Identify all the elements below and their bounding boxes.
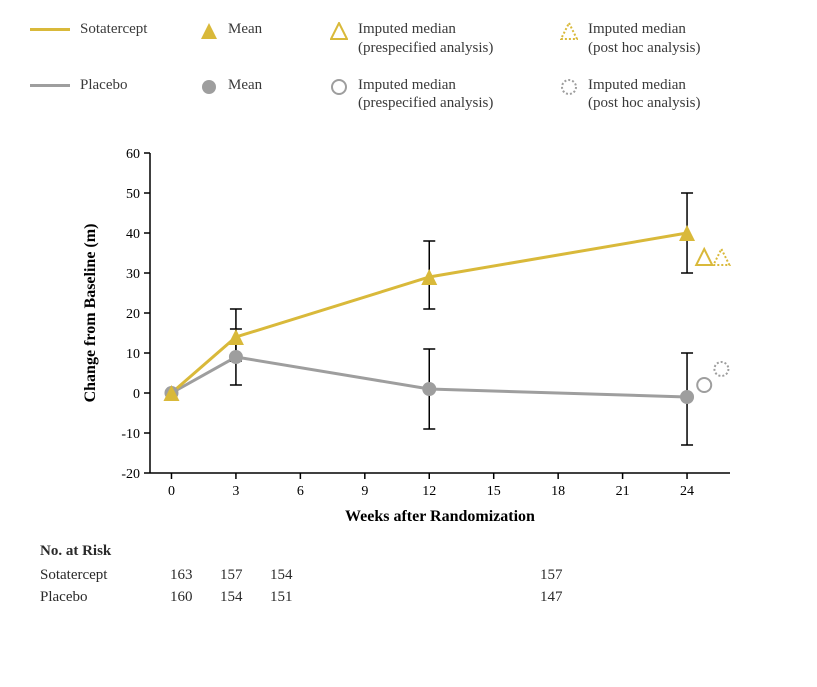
legend-imputed-prespecified: Imputed median (prespecified analysis) bbox=[330, 76, 550, 114]
svg-text:12: 12 bbox=[422, 484, 436, 499]
legend-imputed-posthoc: Imputed median (post hoc analysis) bbox=[560, 20, 780, 58]
at-risk-value: 157 bbox=[220, 567, 270, 584]
svg-text:Change from Baseline (m): Change from Baseline (m) bbox=[82, 224, 99, 403]
svg-text:0: 0 bbox=[168, 484, 175, 499]
svg-text:24: 24 bbox=[680, 484, 694, 499]
legend-imputed-label: Imputed median (post hoc analysis) bbox=[588, 76, 700, 114]
chart-container: -20 -10 0 10 20 30 40 50 60 0 3 6 9 12 15 18 21 24 Weeks a… bbox=[70, 143, 770, 523]
at-risk-value: 160 bbox=[170, 589, 220, 606]
svg-text:50: 50 bbox=[126, 187, 140, 202]
at-risk-value: 154 bbox=[270, 567, 540, 584]
legend-series: Placebo bbox=[30, 76, 190, 114]
legend-imputed-label: Imputed median (prespecified analysis) bbox=[358, 76, 493, 114]
at-risk-series-label: Sotatercept bbox=[40, 567, 170, 584]
svg-text:18: 18 bbox=[551, 484, 565, 499]
legend: Sotatercept Mean Imputed median (prespec… bbox=[30, 20, 787, 113]
svg-text:60: 60 bbox=[126, 147, 140, 162]
legend-mean: Mean bbox=[200, 76, 320, 114]
at-risk-value: 154 bbox=[220, 589, 270, 606]
svg-text:9: 9 bbox=[361, 484, 368, 499]
legend-mean-label: Mean bbox=[228, 20, 262, 39]
svg-text:0: 0 bbox=[133, 387, 140, 402]
at-risk-value: 163 bbox=[170, 567, 220, 584]
line-chart: -20 -10 0 10 20 30 40 50 60 0 3 6 9 12 15 18 21 24 Weeks a… bbox=[70, 143, 770, 523]
svg-text:-20: -20 bbox=[121, 467, 140, 482]
legend-imputed-posthoc: Imputed median (post hoc analysis) bbox=[560, 76, 780, 114]
at-risk-row: Placebo160154151147 bbox=[40, 586, 787, 608]
at-risk-value: 147 bbox=[540, 589, 770, 606]
legend-imputed-label: Imputed median (prespecified analysis) bbox=[358, 20, 493, 58]
legend-mean: Mean bbox=[200, 20, 320, 58]
legend-series-name: Sotatercept bbox=[80, 20, 147, 39]
svg-text:10: 10 bbox=[126, 347, 140, 362]
legend-line-swatch bbox=[30, 28, 70, 31]
svg-text:6: 6 bbox=[297, 484, 304, 499]
legend-marker-icon bbox=[200, 20, 218, 45]
legend-series-name: Placebo bbox=[80, 76, 127, 95]
svg-text:-10: -10 bbox=[121, 427, 140, 442]
svg-text:15: 15 bbox=[487, 484, 501, 499]
svg-text:3: 3 bbox=[232, 484, 239, 499]
at-risk-value: 157 bbox=[540, 567, 770, 584]
svg-text:20: 20 bbox=[126, 307, 140, 322]
at-risk-title: No. at Risk bbox=[40, 543, 787, 560]
legend-marker-icon bbox=[330, 20, 348, 45]
legend-series: Sotatercept bbox=[30, 20, 190, 58]
legend-imputed-prespecified: Imputed median (prespecified analysis) bbox=[330, 20, 550, 58]
legend-mean-label: Mean bbox=[228, 76, 262, 95]
legend-imputed-label: Imputed median (post hoc analysis) bbox=[588, 20, 700, 58]
at-risk-series-label: Placebo bbox=[40, 589, 170, 606]
svg-text:40: 40 bbox=[126, 227, 140, 242]
at-risk-row: Sotatercept163157154157 bbox=[40, 564, 787, 586]
svg-text:21: 21 bbox=[616, 484, 630, 499]
legend-marker-icon bbox=[330, 76, 348, 101]
legend-marker-icon bbox=[560, 76, 578, 101]
at-risk-value: 151 bbox=[270, 589, 540, 606]
legend-line-swatch bbox=[30, 84, 70, 87]
at-risk-table: No. at Risk Sotatercept163157154157Place… bbox=[40, 543, 787, 608]
legend-marker-icon bbox=[200, 76, 218, 101]
svg-text:30: 30 bbox=[126, 267, 140, 282]
legend-marker-icon bbox=[560, 20, 578, 45]
svg-text:Weeks after Randomization: Weeks after Randomization bbox=[345, 508, 535, 523]
